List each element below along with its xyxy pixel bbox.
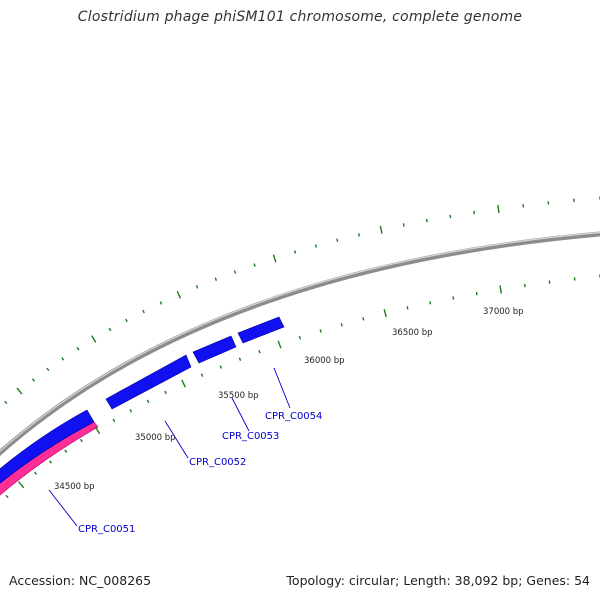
outer-tick-23: [379, 225, 383, 234]
inner-tick-4: [34, 471, 38, 475]
outer-tick-3: [16, 387, 23, 395]
gene-label-cpr-c0054[interactable]: CPR_C0054: [265, 411, 322, 422]
outer-tick-21: [336, 238, 339, 242]
tick-label-35000: 35000 bp: [135, 433, 176, 443]
inner-tick-5: [49, 460, 53, 464]
tick-label-35500: 35500 bp: [218, 391, 259, 401]
outer-tick-24: [402, 223, 405, 227]
gene-cpr-c0052[interactable]: [105, 354, 192, 410]
inner-tick-25: [429, 301, 432, 305]
tick-label-36500: 36500 bp: [392, 328, 433, 338]
inner-tick-21: [340, 323, 343, 327]
outer-tick-19: [293, 250, 297, 254]
inner-tick-2: [5, 494, 9, 499]
inner-tick-8: [94, 426, 101, 435]
gene-cpr-c0050-partial[interactable]: [0, 409, 95, 500]
inner-tick-24: [406, 306, 409, 310]
inner-tick-12: [164, 390, 167, 395]
leader-cpr-c0051: [48, 489, 78, 527]
inner-tick-19: [298, 335, 302, 340]
outer-tick-16: [233, 270, 237, 274]
outer-tick-12: [159, 301, 163, 305]
outer-tick-28: [497, 204, 500, 214]
outer-tick-8: [91, 335, 97, 343]
leader-cpr-c0053: [231, 397, 250, 432]
inner-tick-18: [277, 340, 282, 349]
gene-cpr-c0054[interactable]: [237, 316, 285, 344]
outer-tick-11: [142, 309, 145, 314]
outer-tick-row: [4, 196, 600, 405]
outer-tick-4: [31, 378, 35, 382]
outer-tick-15: [214, 277, 218, 282]
inner-tick-13: [181, 379, 186, 388]
outer-tick-13: [176, 290, 182, 299]
leader-cpr-c0052: [164, 420, 189, 459]
gene-label-leaders: [48, 367, 291, 527]
outer-tick-27: [473, 210, 476, 215]
tick-labels: 34500 bp 35000 bp 35500 bp 36000 bp 3650…: [54, 307, 524, 492]
genome-backbone: [0, 231, 600, 457]
inner-tick-9: [112, 418, 116, 423]
gene-label-cpr-c0052[interactable]: CPR_C0052: [189, 457, 246, 468]
inner-tick-11: [146, 399, 150, 404]
outer-tick-26: [449, 214, 452, 219]
inner-tick-row: [5, 274, 600, 499]
outer-tick-10: [125, 318, 128, 323]
inner-tick-28: [499, 285, 502, 294]
gene-label-cpr-c0051[interactable]: CPR_C0051: [78, 524, 135, 535]
inner-tick-3: [18, 481, 25, 489]
inner-tick-14: [200, 373, 204, 377]
outer-tick-5: [46, 367, 50, 372]
outer-tick-20: [314, 244, 318, 248]
inner-tick-17: [258, 349, 261, 354]
genome-backbone-highlight: [0, 231, 600, 453]
inner-tick-16: [238, 357, 242, 361]
inner-tick-27: [475, 291, 478, 296]
gene-label-cpr-c0053[interactable]: CPR_C0053: [222, 431, 279, 442]
tick-label-36000: 36000 bp: [304, 356, 345, 366]
outer-tick-18: [272, 254, 277, 263]
inner-tick-6: [64, 449, 68, 453]
inner-tick-15: [219, 365, 223, 369]
inner-tick-22: [362, 317, 365, 321]
tick-label-37000: 37000 bp: [483, 307, 524, 317]
inner-tick-7: [80, 438, 83, 443]
outer-tick-7: [76, 347, 80, 351]
leader-cpr-c0054: [273, 367, 291, 409]
outer-tick-25: [425, 218, 428, 223]
gene-cpr-c0053[interactable]: [192, 335, 237, 364]
outer-tick-9: [108, 327, 112, 332]
accession-text: Accession: NC_008265: [9, 573, 152, 588]
outer-tick-6: [61, 357, 65, 361]
outer-tick-14: [195, 285, 199, 289]
gene-labels: CPR_C0051 CPR_C0052 CPR_C0053 CPR_C0054: [78, 411, 322, 535]
map-title: Clostridium phage phiSM101 chromosome, c…: [77, 9, 523, 25]
topology-summary: Topology: circular; Length: 38,092 bp; G…: [286, 573, 590, 588]
inner-tick-20: [319, 329, 322, 333]
outer-tick-17: [253, 263, 256, 267]
outer-tick-2: [4, 400, 8, 405]
tick-label-34500: 34500 bp: [54, 482, 95, 492]
inner-tick-29: [523, 283, 526, 288]
inner-tick-26: [452, 296, 455, 300]
inner-tick-10: [129, 408, 133, 413]
outer-tick-22: [357, 233, 361, 237]
inner-tick-23: [383, 309, 387, 318]
